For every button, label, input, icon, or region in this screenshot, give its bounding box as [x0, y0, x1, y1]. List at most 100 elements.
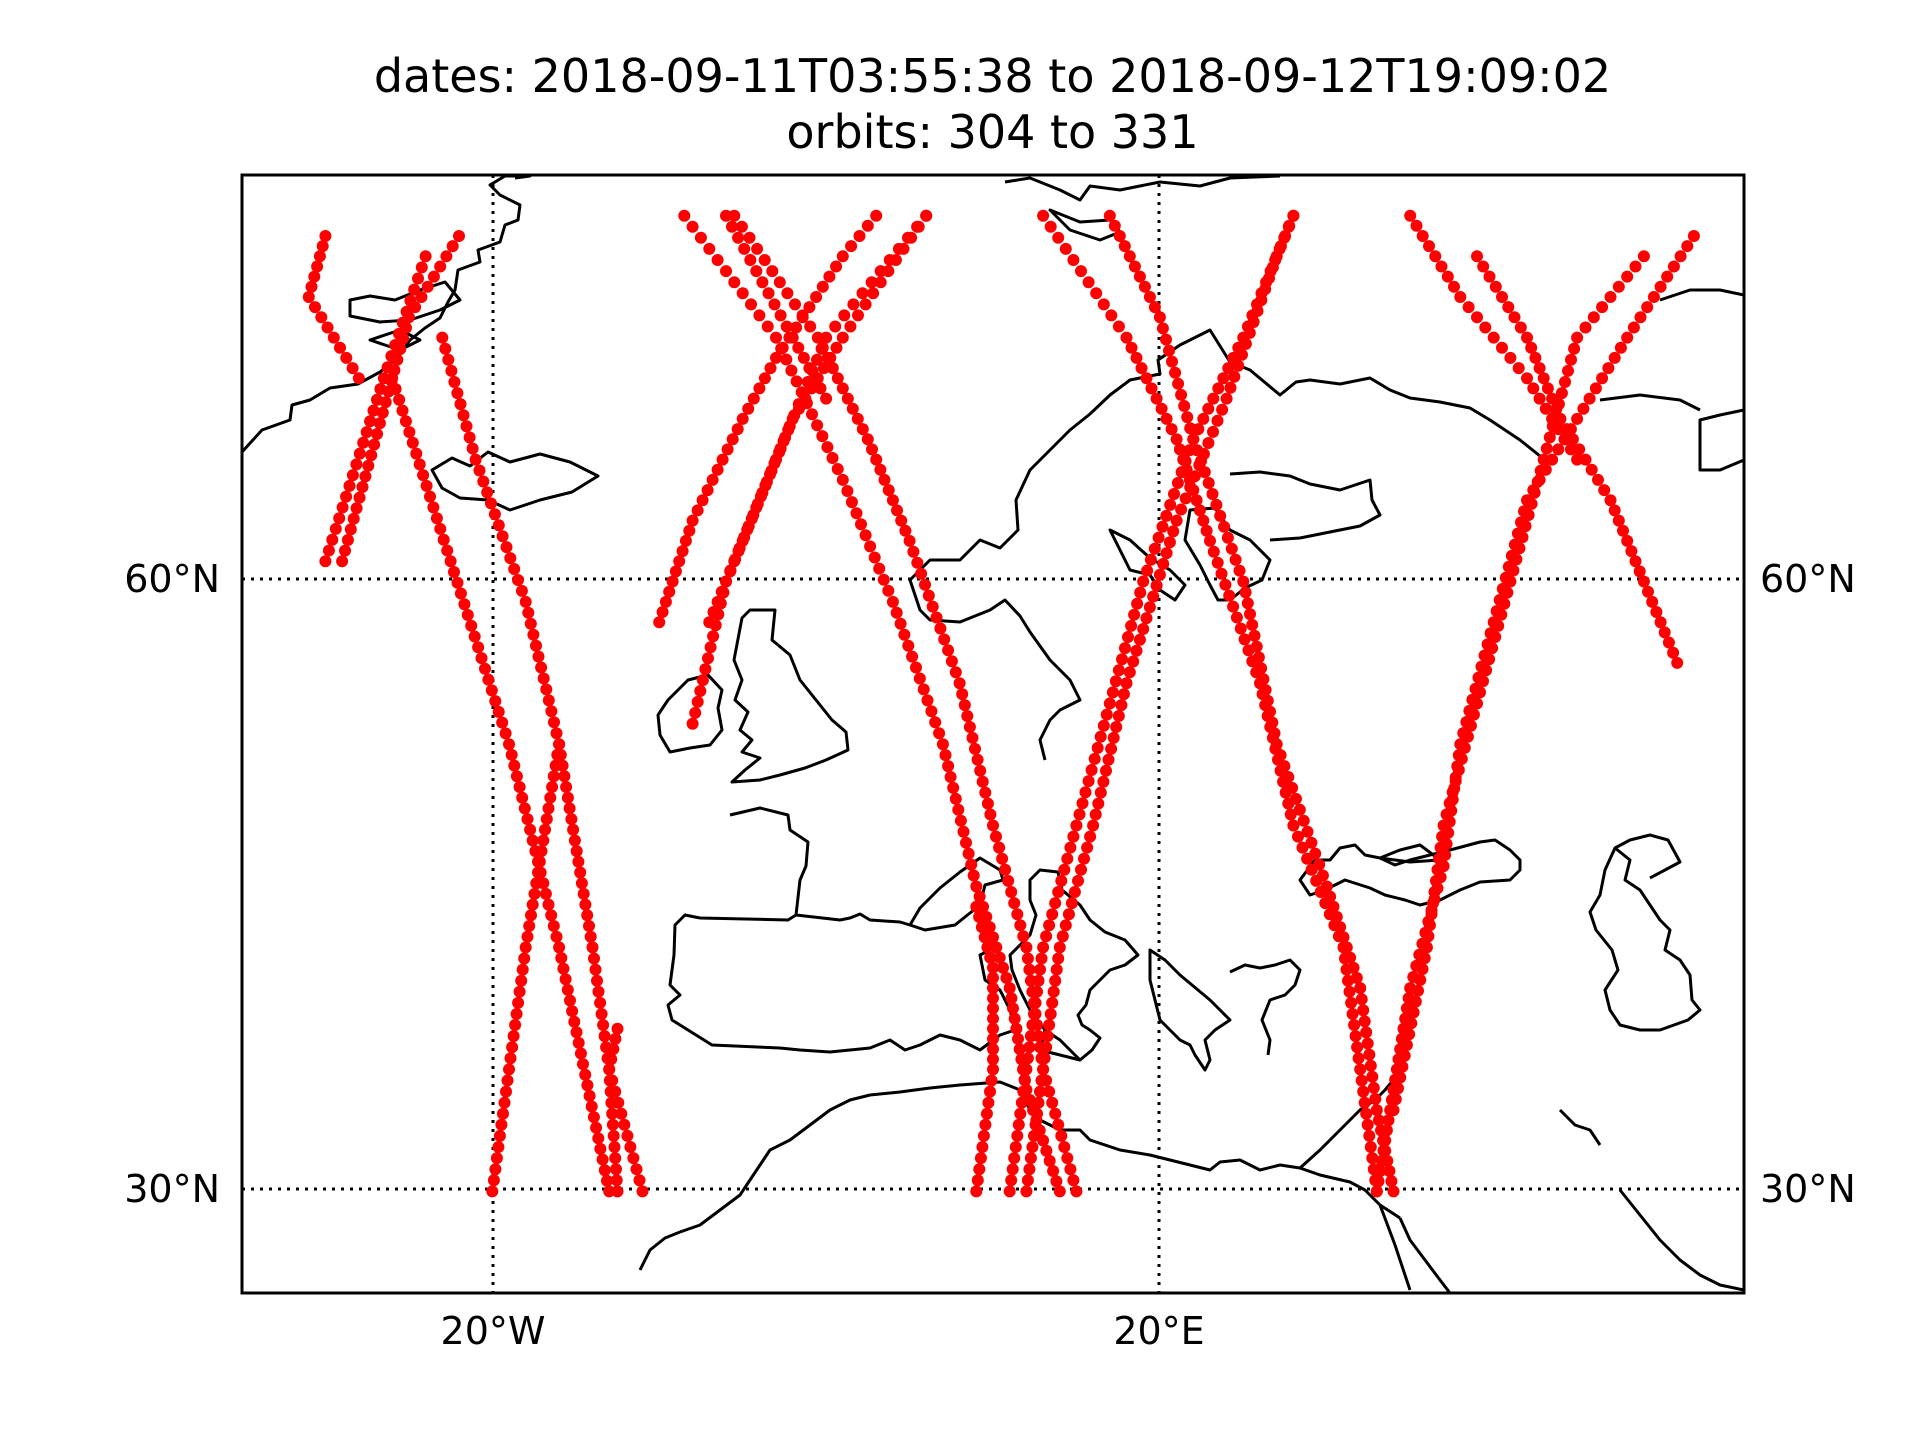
track-point	[485, 684, 498, 697]
track-point	[409, 301, 422, 314]
track-point	[1372, 1175, 1385, 1188]
track-point	[751, 242, 764, 255]
title-orbits: orbits: 304 to 331	[786, 105, 1199, 159]
track-point	[379, 396, 392, 409]
track-point	[899, 524, 912, 537]
track-point	[492, 1141, 505, 1153]
track-point	[1123, 250, 1136, 263]
track-point	[768, 298, 781, 311]
track-point	[503, 738, 515, 751]
track-point	[949, 792, 962, 805]
track-point	[1082, 276, 1095, 289]
track-point	[1513, 542, 1526, 555]
track-point	[568, 834, 581, 847]
track-point	[1125, 619, 1138, 632]
track-point	[1462, 301, 1475, 314]
track-point	[1621, 534, 1634, 547]
track-point	[806, 408, 818, 421]
track-point	[1204, 534, 1216, 547]
track-point	[402, 311, 415, 324]
track-point	[519, 595, 532, 608]
track-point	[577, 1058, 589, 1071]
track-point	[1055, 874, 1068, 887]
track-point	[1065, 897, 1078, 910]
track-point	[1052, 886, 1065, 898]
track-point	[1122, 631, 1134, 643]
track-point	[482, 673, 495, 686]
track-point	[518, 952, 531, 965]
track-point	[1109, 675, 1122, 688]
track-point	[1658, 626, 1671, 639]
track-point	[1363, 1129, 1376, 1142]
track-point	[503, 1063, 515, 1076]
track-point	[814, 382, 827, 395]
track-point	[1479, 321, 1492, 334]
track-point	[789, 298, 801, 311]
track-point	[766, 265, 779, 278]
track-point	[610, 1174, 623, 1187]
track-point	[1241, 597, 1254, 610]
track-point	[987, 1012, 999, 1025]
track-point	[1097, 719, 1110, 732]
track-point	[1483, 653, 1496, 666]
track-point	[987, 1032, 999, 1045]
track-point	[1024, 1152, 1037, 1165]
track-point	[1403, 1028, 1416, 1041]
track-point	[1474, 686, 1486, 699]
track-point	[760, 475, 773, 488]
track-point	[1543, 431, 1556, 444]
track-point	[1425, 908, 1438, 921]
track-point	[490, 1152, 503, 1165]
track-point	[747, 392, 760, 405]
track-point	[1170, 514, 1183, 527]
track-point	[984, 1085, 996, 1098]
track-point	[1261, 710, 1274, 722]
track-point	[967, 869, 980, 882]
track-point	[1023, 963, 1036, 976]
track-point	[1088, 752, 1101, 765]
track-point	[891, 504, 903, 517]
track-point	[866, 443, 878, 456]
track-point	[506, 1041, 519, 1054]
lon-label-20e: 20°E	[1113, 1309, 1204, 1353]
track-point	[1214, 509, 1227, 522]
track-point	[996, 852, 1009, 865]
track-point	[611, 1185, 624, 1198]
track-point	[1120, 677, 1133, 690]
track-point	[572, 855, 585, 868]
track-point	[1573, 443, 1586, 456]
track-point	[1026, 1141, 1039, 1153]
track-point	[1103, 697, 1116, 710]
track-point	[1471, 250, 1483, 263]
track-point	[627, 1152, 640, 1165]
track-point	[1255, 287, 1268, 300]
track-point	[1579, 321, 1592, 334]
track-point	[691, 504, 704, 517]
track-point	[1041, 1030, 1054, 1043]
track-point	[430, 512, 443, 525]
track-point	[1423, 240, 1435, 253]
track-point	[773, 276, 786, 289]
track-point	[867, 287, 880, 300]
track-point	[894, 617, 907, 630]
track-point	[1237, 575, 1250, 588]
track-point	[1032, 974, 1045, 987]
track-point	[1398, 1049, 1411, 1062]
track-point	[549, 759, 562, 772]
track-point	[408, 283, 421, 296]
track-point	[864, 540, 877, 553]
track-point	[341, 534, 354, 546]
track-point	[448, 376, 461, 388]
track-point	[1005, 1174, 1018, 1187]
track-point	[539, 823, 551, 836]
track-point	[726, 220, 738, 233]
track-point	[1062, 908, 1075, 921]
track-point	[1244, 608, 1256, 621]
track-point	[1492, 619, 1505, 632]
track-point	[594, 996, 607, 1009]
track-point	[1278, 231, 1291, 244]
track-point	[1250, 666, 1263, 679]
track-point	[1496, 341, 1508, 354]
track-point	[1251, 298, 1263, 311]
track-point	[1464, 719, 1477, 732]
